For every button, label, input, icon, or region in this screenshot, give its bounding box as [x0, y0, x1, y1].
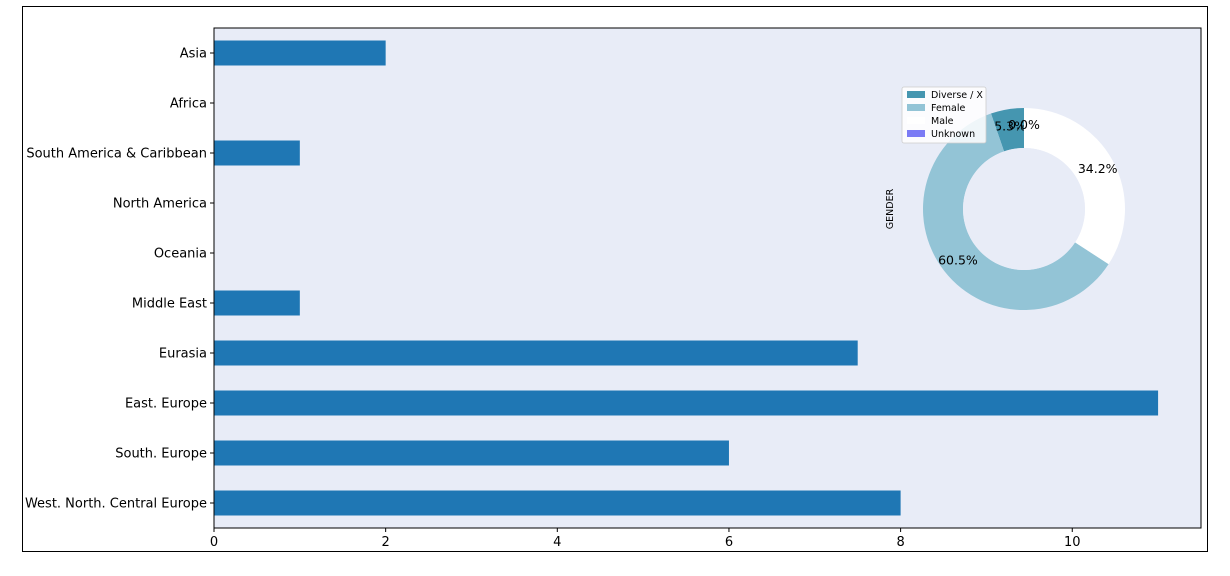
legend-label: Male: [931, 116, 954, 127]
legend-swatch: [907, 104, 925, 111]
pie-legend: Diverse / X Female Male Unknown: [901, 86, 987, 144]
legend-label: Diverse / X: [931, 90, 983, 101]
pie-ylabel: GENDER: [885, 188, 896, 229]
pie-value-label: 0.0%: [1008, 117, 1040, 132]
x-tick-label: 10: [1064, 535, 1081, 550]
y-tick-label: Eurasia: [159, 347, 207, 362]
bar: [214, 40, 386, 66]
legend-box: [901, 86, 987, 144]
x-tick-label: 2: [382, 535, 390, 550]
legend-label: Unknown: [931, 129, 975, 140]
legend-swatch: [907, 91, 925, 98]
y-tick-label: South America & Caribbean: [26, 147, 207, 162]
pie-slice: [923, 113, 1109, 310]
y-tick-label: South. Europe: [115, 447, 207, 462]
legend-label: Female: [931, 103, 966, 114]
x-axis: 0 2 4 6 8 10: [210, 528, 1081, 550]
y-tick-label: Asia: [180, 47, 207, 62]
y-tick-label: Middle East: [132, 297, 207, 312]
bar: [214, 140, 300, 166]
legend-swatch: [907, 117, 925, 124]
pie-value-label: 5.3%: [994, 118, 1026, 133]
pie-slice: [990, 108, 1024, 152]
donut-chart: 5.3% 60.5% 34.2% 0.0%: [923, 108, 1125, 310]
pie-slice: [1024, 108, 1125, 265]
bar: [214, 390, 1159, 416]
donut-hole: [963, 148, 1085, 270]
plot-border: [213, 27, 1202, 529]
bar: [214, 340, 858, 366]
bar: [214, 490, 901, 516]
pie-value-label: 34.2%: [1078, 161, 1118, 176]
y-tick-label: North America: [113, 197, 207, 212]
x-tick-label: 4: [553, 535, 561, 550]
bar: [214, 290, 300, 316]
y-tick-label: West. North. Central Europe: [25, 497, 207, 512]
x-tick-label: 8: [896, 535, 904, 550]
x-tick-label: 0: [210, 535, 218, 550]
y-tick-label: Africa: [170, 97, 207, 112]
y-axis: Asia Africa South America & Caribbean North…: [25, 47, 214, 512]
bar-series: [214, 40, 1159, 516]
y-tick-label: Oceania: [154, 247, 207, 262]
pie-value-label: 60.5%: [938, 253, 978, 268]
y-tick-label: East. Europe: [125, 397, 207, 412]
x-tick-label: 6: [725, 535, 733, 550]
bar: [214, 440, 729, 466]
legend-swatch: [907, 130, 925, 137]
